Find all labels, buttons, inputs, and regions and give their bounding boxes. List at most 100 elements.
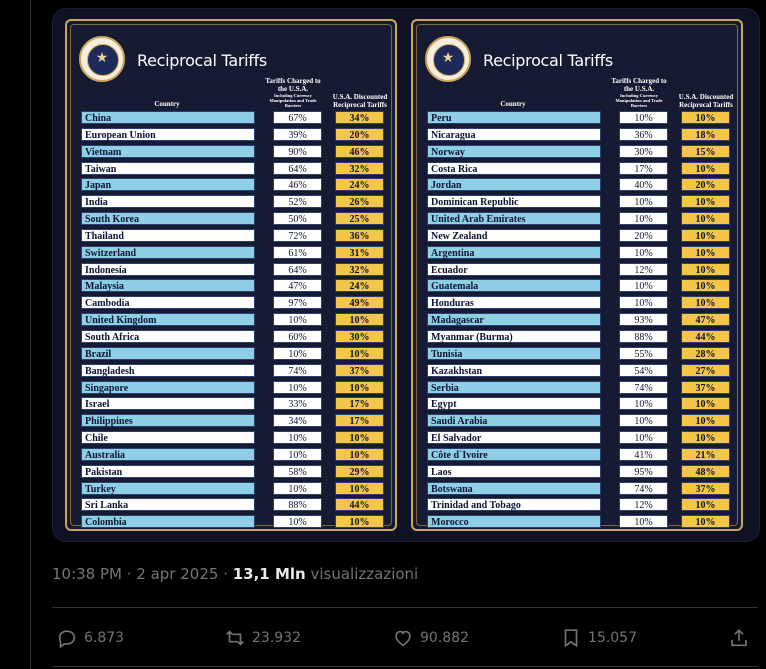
- table-row: Morocco 10% 10%: [427, 514, 747, 531]
- header-tariffs-charged: Tariffs Charged to the U.S.A. Including …: [609, 77, 669, 108]
- country-cell: Malaysia: [81, 279, 255, 293]
- table-row: Guatemala 10% 10%: [427, 278, 747, 295]
- country-cell: Tunisia: [427, 346, 601, 360]
- country-cell: Thailand: [81, 228, 255, 242]
- discounted-tariff-cell: 29%: [335, 464, 384, 478]
- table-row: Peru 10% 10%: [427, 110, 747, 127]
- discounted-tariff-cell: 17%: [335, 414, 384, 428]
- discounted-tariff-cell: 36%: [335, 228, 384, 242]
- country-cell: Jordan: [427, 178, 601, 192]
- tariff-charged-cell: 12%: [619, 262, 668, 276]
- table-row: Sri Lanka 88% 44%: [81, 497, 401, 514]
- table-row: Tunisia 55% 28%: [427, 346, 747, 363]
- discounted-tariff-cell: 18%: [681, 127, 730, 141]
- tariff-charged-cell: 10%: [619, 279, 668, 293]
- discounted-tariff-cell: 34%: [335, 111, 384, 124]
- discounted-tariff-cell: 10%: [335, 481, 384, 495]
- bookmark-button[interactable]: 15.057: [560, 625, 637, 651]
- table-row: Pakistan 58% 29%: [81, 464, 401, 481]
- table-row: South Africa 60% 30%: [81, 329, 401, 346]
- table-row: Kazakhstan 54% 27%: [427, 363, 747, 380]
- table-row: India 52% 26%: [81, 194, 401, 211]
- tariff-charged-cell: 10%: [273, 515, 322, 529]
- country-cell: Indonesia: [81, 262, 255, 276]
- discounted-tariff-cell: 44%: [335, 498, 384, 512]
- tariff-charged-cell: 10%: [273, 431, 322, 445]
- table-row: Serbia 74% 37%: [427, 380, 747, 397]
- table-row: Philippines 34% 17%: [81, 413, 401, 430]
- discounted-tariff-cell: 47%: [681, 313, 730, 327]
- discounted-tariff-cell: 31%: [335, 245, 384, 259]
- tariff-charged-cell: 54%: [619, 363, 668, 377]
- tweet-media-image[interactable]: Reciprocal Tariffs Country Tariffs Charg…: [52, 8, 760, 542]
- table-row: Jordan 40% 20%: [427, 177, 747, 194]
- tariff-charged-cell: 58%: [273, 464, 322, 478]
- tariff-charged-cell: 10%: [619, 397, 668, 411]
- header-discounted-tariffs: U.S.A. Discounted Reciprocal Tariffs: [678, 93, 734, 109]
- country-cell: Taiwan: [81, 161, 255, 175]
- table-row: Bangladesh 74% 37%: [81, 363, 401, 380]
- table-row: Laos 95% 48%: [427, 464, 747, 481]
- tariff-charged-cell: 74%: [619, 380, 668, 394]
- tariff-charged-cell: 46%: [273, 178, 322, 192]
- tariff-charged-cell: 60%: [273, 329, 322, 343]
- like-button[interactable]: 90.882: [392, 625, 469, 651]
- discounted-tariff-cell: 10%: [681, 431, 730, 445]
- country-cell: Kazakhstan: [427, 363, 601, 377]
- header-tariffs-charged-label: Tariffs Charged to the U.S.A.: [611, 77, 667, 93]
- table-row: El Salvador 10% 10%: [427, 430, 747, 447]
- table-row: Argentina 10% 10%: [427, 245, 747, 262]
- tariff-charged-cell: 74%: [273, 363, 322, 377]
- country-cell: Singapore: [81, 380, 255, 394]
- bookmark-icon: [564, 629, 578, 648]
- reply-button[interactable]: 6.873: [56, 625, 124, 651]
- tweet-time[interactable]: 10:38 PM · 2 apr 2025 ·: [52, 565, 233, 583]
- table-row: Egypt 10% 10%: [427, 396, 747, 413]
- table-row: China 67% 34%: [81, 110, 401, 127]
- tariff-charged-cell: 72%: [273, 228, 322, 242]
- tariff-charged-cell: 97%: [273, 296, 322, 310]
- tariff-charged-cell: 10%: [273, 481, 322, 495]
- tariff-charged-cell: 10%: [619, 111, 668, 124]
- header-tariffs-charged: Tariffs Charged to the U.S.A. Including …: [263, 77, 323, 108]
- repost-icon: [226, 630, 244, 646]
- header-tariffs-charged-sub: Including Currency Manipulation and Trad…: [615, 93, 663, 108]
- discounted-tariff-cell: 24%: [335, 178, 384, 192]
- country-cell: Israel: [81, 397, 255, 411]
- tariff-charged-cell: 67%: [273, 111, 322, 124]
- header-tariffs-charged-sub: Including Currency Manipulation and Trad…: [269, 93, 317, 108]
- discounted-tariff-cell: 10%: [681, 397, 730, 411]
- country-cell: Côte d`Ivoire: [427, 447, 601, 461]
- tariff-rows: Peru 10% 10% Nicaragua 36% 18% Norway 30% 15% Cos…: [427, 110, 747, 531]
- presidential-seal-icon: [425, 36, 471, 82]
- tariff-charged-cell: 47%: [273, 279, 322, 293]
- table-row: Colombia 10% 10%: [81, 514, 401, 531]
- discounted-tariff-cell: 37%: [681, 481, 730, 495]
- views-label: visualizzazioni: [305, 565, 419, 583]
- panel-title: Reciprocal Tariffs: [137, 51, 267, 70]
- tariff-charged-cell: 55%: [619, 346, 668, 360]
- tariff-charged-cell: 10%: [619, 245, 668, 259]
- table-row: Madagascar 93% 47%: [427, 312, 747, 329]
- discounted-tariff-cell: 32%: [335, 161, 384, 175]
- discounted-tariff-cell: 10%: [681, 245, 730, 259]
- share-button[interactable]: [728, 625, 756, 651]
- tariff-charged-cell: 10%: [273, 380, 322, 394]
- tariff-charged-cell: 34%: [273, 414, 322, 428]
- country-cell: Honduras: [427, 296, 601, 310]
- presidential-seal-icon: [79, 36, 125, 82]
- country-cell: Serbia: [427, 380, 601, 394]
- share-icon: [731, 629, 747, 647]
- table-row: Indonesia 64% 32%: [81, 262, 401, 279]
- tariff-charged-cell: 33%: [273, 397, 322, 411]
- tariff-charged-cell: 10%: [619, 431, 668, 445]
- country-cell: Guatemala: [427, 279, 601, 293]
- discounted-tariff-cell: 10%: [681, 498, 730, 512]
- reply-count: 6.873: [84, 630, 125, 646]
- views-count: 13,1 Mln: [232, 565, 306, 583]
- discounted-tariff-cell: 10%: [681, 195, 730, 209]
- country-cell: Dominican Republic: [427, 195, 601, 209]
- repost-button[interactable]: 23.932: [224, 625, 301, 651]
- table-row: Saudi Arabia 10% 10%: [427, 413, 747, 430]
- country-cell: Brazil: [81, 346, 255, 360]
